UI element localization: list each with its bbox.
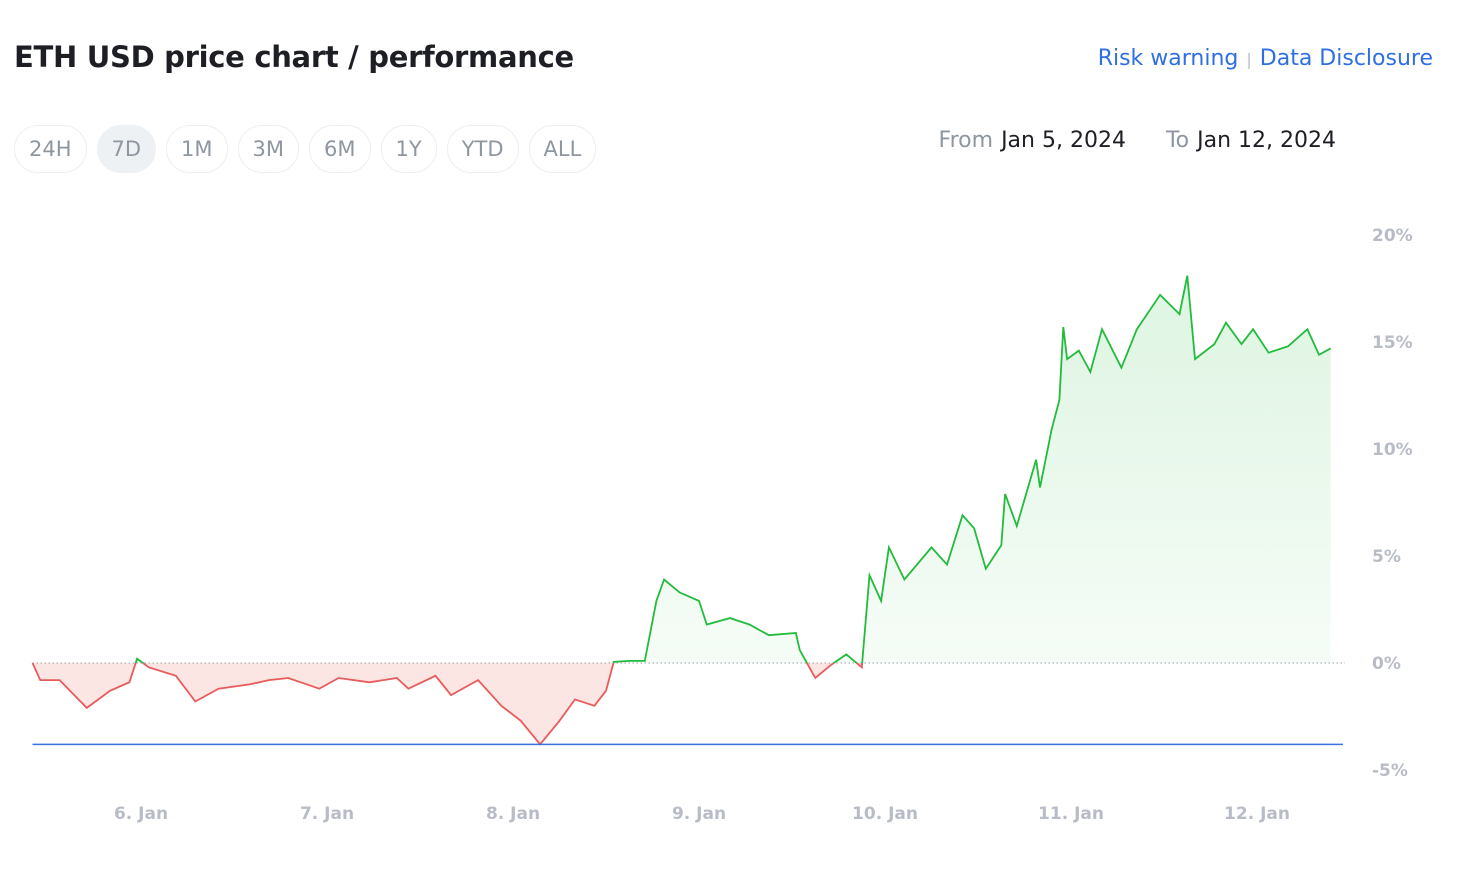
from-label: From (938, 128, 994, 153)
range-button-1y[interactable]: 1Y (380, 125, 437, 173)
x-tick-label: 9. Jan (672, 804, 726, 824)
from-date[interactable]: Jan 5, 2024 (1001, 128, 1126, 153)
y-tick-label: 0% (1372, 654, 1401, 674)
y-tick-label: 20% (1372, 226, 1413, 246)
range-button-6m[interactable]: 6M (309, 125, 371, 173)
range-button-all[interactable]: ALL (528, 125, 597, 173)
date-range: From Jan 5, 2024 To Jan 12, 2024 (939, 128, 1336, 153)
range-selector: 24H 7D 1M 3M 6M 1Y YTD ALL (14, 125, 597, 173)
header-links: Risk warning | Data Disclosure (1098, 46, 1433, 71)
y-tick-label: 15% (1372, 333, 1413, 353)
y-tick-label: -5% (1372, 761, 1408, 781)
risk-warning-link[interactable]: Risk warning (1097, 46, 1239, 71)
price-line-positive (32, 275, 1332, 663)
link-separator: | (1246, 50, 1252, 69)
range-button-24h[interactable]: 24H (14, 125, 87, 173)
x-tick-label: 10. Jan (852, 804, 918, 824)
page-title: ETH USD price chart / performance (14, 40, 574, 74)
range-button-7d[interactable]: 7D (96, 125, 157, 173)
y-tick-label: 5% (1372, 547, 1401, 567)
x-tick-label: 8. Jan (486, 804, 540, 824)
data-disclosure-link[interactable]: Data Disclosure (1259, 46, 1433, 71)
x-tick-label: 11. Jan (1038, 804, 1104, 824)
y-tick-label: 10% (1372, 440, 1413, 460)
range-button-1m[interactable]: 1M (166, 125, 228, 173)
x-tick-label: 12. Jan (1224, 804, 1290, 824)
to-date[interactable]: Jan 12, 2024 (1197, 128, 1336, 153)
area-fill-positive (32, 275, 1331, 663)
x-tick-label: 7. Jan (300, 804, 354, 824)
price-line-negative (31, 663, 864, 746)
to-label: To (1165, 128, 1190, 153)
range-button-3m[interactable]: 3M (237, 125, 300, 173)
x-tick-label: 6. Jan (114, 804, 168, 824)
range-button-ytd[interactable]: YTD (446, 125, 519, 173)
